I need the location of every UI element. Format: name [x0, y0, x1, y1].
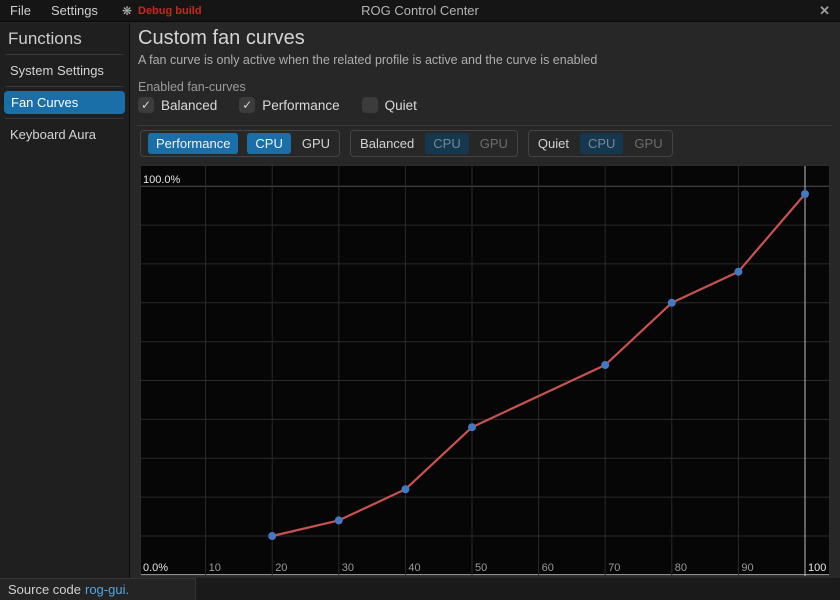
x-tick-label: 20	[275, 562, 287, 574]
debug-build-badge: Debug build	[138, 4, 202, 17]
enabled-fan-curves-label: Enabled fan-curves	[138, 80, 246, 94]
checkbox-label: Performance	[262, 97, 340, 113]
y-max-label: 100.0%	[143, 174, 181, 186]
x-tick-label: 100	[808, 562, 826, 574]
tab-profile-performance[interactable]: Performance	[148, 133, 239, 154]
x-tick-label: 30	[342, 562, 354, 574]
divider	[5, 54, 124, 55]
page-title: Custom fan curves	[138, 27, 305, 49]
sidebar: Functions System Settings Fan Curves Key…	[0, 23, 130, 578]
menu-file[interactable]: File	[10, 3, 31, 18]
sidebar-item-keyboard-aura[interactable]: Keyboard Aura	[10, 127, 97, 142]
sidebar-item-system-settings[interactable]: System Settings	[10, 63, 104, 78]
fan-curve-point[interactable]	[734, 267, 743, 276]
menu-settings[interactable]: Settings	[50, 3, 98, 18]
tab-performance-gpu[interactable]: GPU	[301, 136, 331, 151]
tab-quiet-cpu[interactable]: CPU	[579, 133, 624, 154]
tab-performance-cpu[interactable]: CPU	[247, 133, 291, 154]
fan-curve-point[interactable]	[601, 361, 610, 369]
fan-curve-point[interactable]	[667, 298, 676, 307]
x-tick-label: 50	[475, 562, 487, 574]
tab-balanced-gpu[interactable]: GPU	[479, 136, 508, 151]
fan-curve-point[interactable]	[334, 516, 343, 525]
x-tick-label: 70	[608, 562, 620, 574]
tab-profile-quiet[interactable]: Quiet	[537, 136, 569, 151]
tab-quiet-gpu[interactable]: GPU	[634, 136, 663, 151]
divider	[5, 118, 124, 119]
tab-group-quiet: Quiet CPU GPU	[527, 130, 673, 157]
checkbox-label: Balanced	[161, 97, 218, 113]
main-panel: Custom fan curves A fan curve is only ac…	[131, 23, 840, 599]
divider	[137, 125, 832, 126]
y-min-label: 0.0%	[143, 562, 168, 574]
checkbox-label: Quiet	[384, 97, 417, 113]
fan-curve-point[interactable]	[268, 532, 277, 540]
page-subtitle: A fan curve is only active when the rela…	[138, 53, 598, 67]
checkbox-box: ✓	[138, 97, 154, 113]
titlebar: File Settings ❋ Debug build ROG Control …	[0, 0, 840, 22]
fan-curve-point[interactable]	[468, 423, 476, 432]
check-icon: ✓	[242, 98, 253, 112]
rog-gui-link[interactable]: rog-gui.	[85, 582, 130, 597]
x-tick-label: 80	[675, 562, 687, 574]
statusbar: Source code rog-gui.	[0, 578, 840, 600]
tab-group-balanced: Balanced CPU GPU	[350, 130, 518, 157]
fan-curve-point[interactable]	[801, 190, 809, 198]
x-tick-label: 40	[408, 562, 420, 574]
x-tick-label: 90	[741, 562, 753, 574]
checkbox-box: ✓	[239, 97, 256, 113]
enabled-checkbox-row: ✓ Balanced ✓ Performance Quiet	[138, 97, 417, 113]
checkbox-balanced[interactable]: ✓ Balanced	[138, 97, 217, 113]
fan-curve-line	[271, 193, 806, 538]
sidebar-item-fan-curves[interactable]: Fan Curves	[4, 91, 125, 114]
fan-curve-plot[interactable]: 10 20 30 40 50 60 70 80 90 100 100.0% 0.0%	[141, 166, 829, 576]
source-code-box: Source code rog-gui.	[0, 578, 196, 600]
tab-group-performance: Performance CPU GPU	[140, 130, 341, 157]
check-icon: ✓	[140, 98, 152, 112]
tab-balanced-cpu[interactable]: CPU	[425, 133, 469, 154]
profile-tabs-row: Performance CPU GPU Balanced CPU GPU Qui…	[140, 130, 673, 157]
close-icon[interactable]: ✕	[819, 3, 830, 18]
checkbox-performance[interactable]: ✓ Performance	[239, 97, 340, 113]
tab-profile-balanced[interactable]: Balanced	[360, 136, 415, 151]
sidebar-heading: Functions	[8, 29, 82, 48]
x-tick-label: 60	[542, 562, 554, 574]
snowflake-icon: ❋	[121, 3, 132, 18]
fan-curve-chart[interactable]: 10 20 30 40 50 60 70 80 90 100 100.0% 0.0%	[140, 165, 830, 577]
source-code-label: Source code	[8, 582, 81, 597]
fan-curve-point[interactable]	[401, 485, 410, 494]
x-tick-label: 10	[209, 562, 221, 574]
divider	[5, 86, 124, 87]
checkbox-box	[361, 97, 378, 113]
checkbox-quiet[interactable]: Quiet	[361, 97, 417, 113]
